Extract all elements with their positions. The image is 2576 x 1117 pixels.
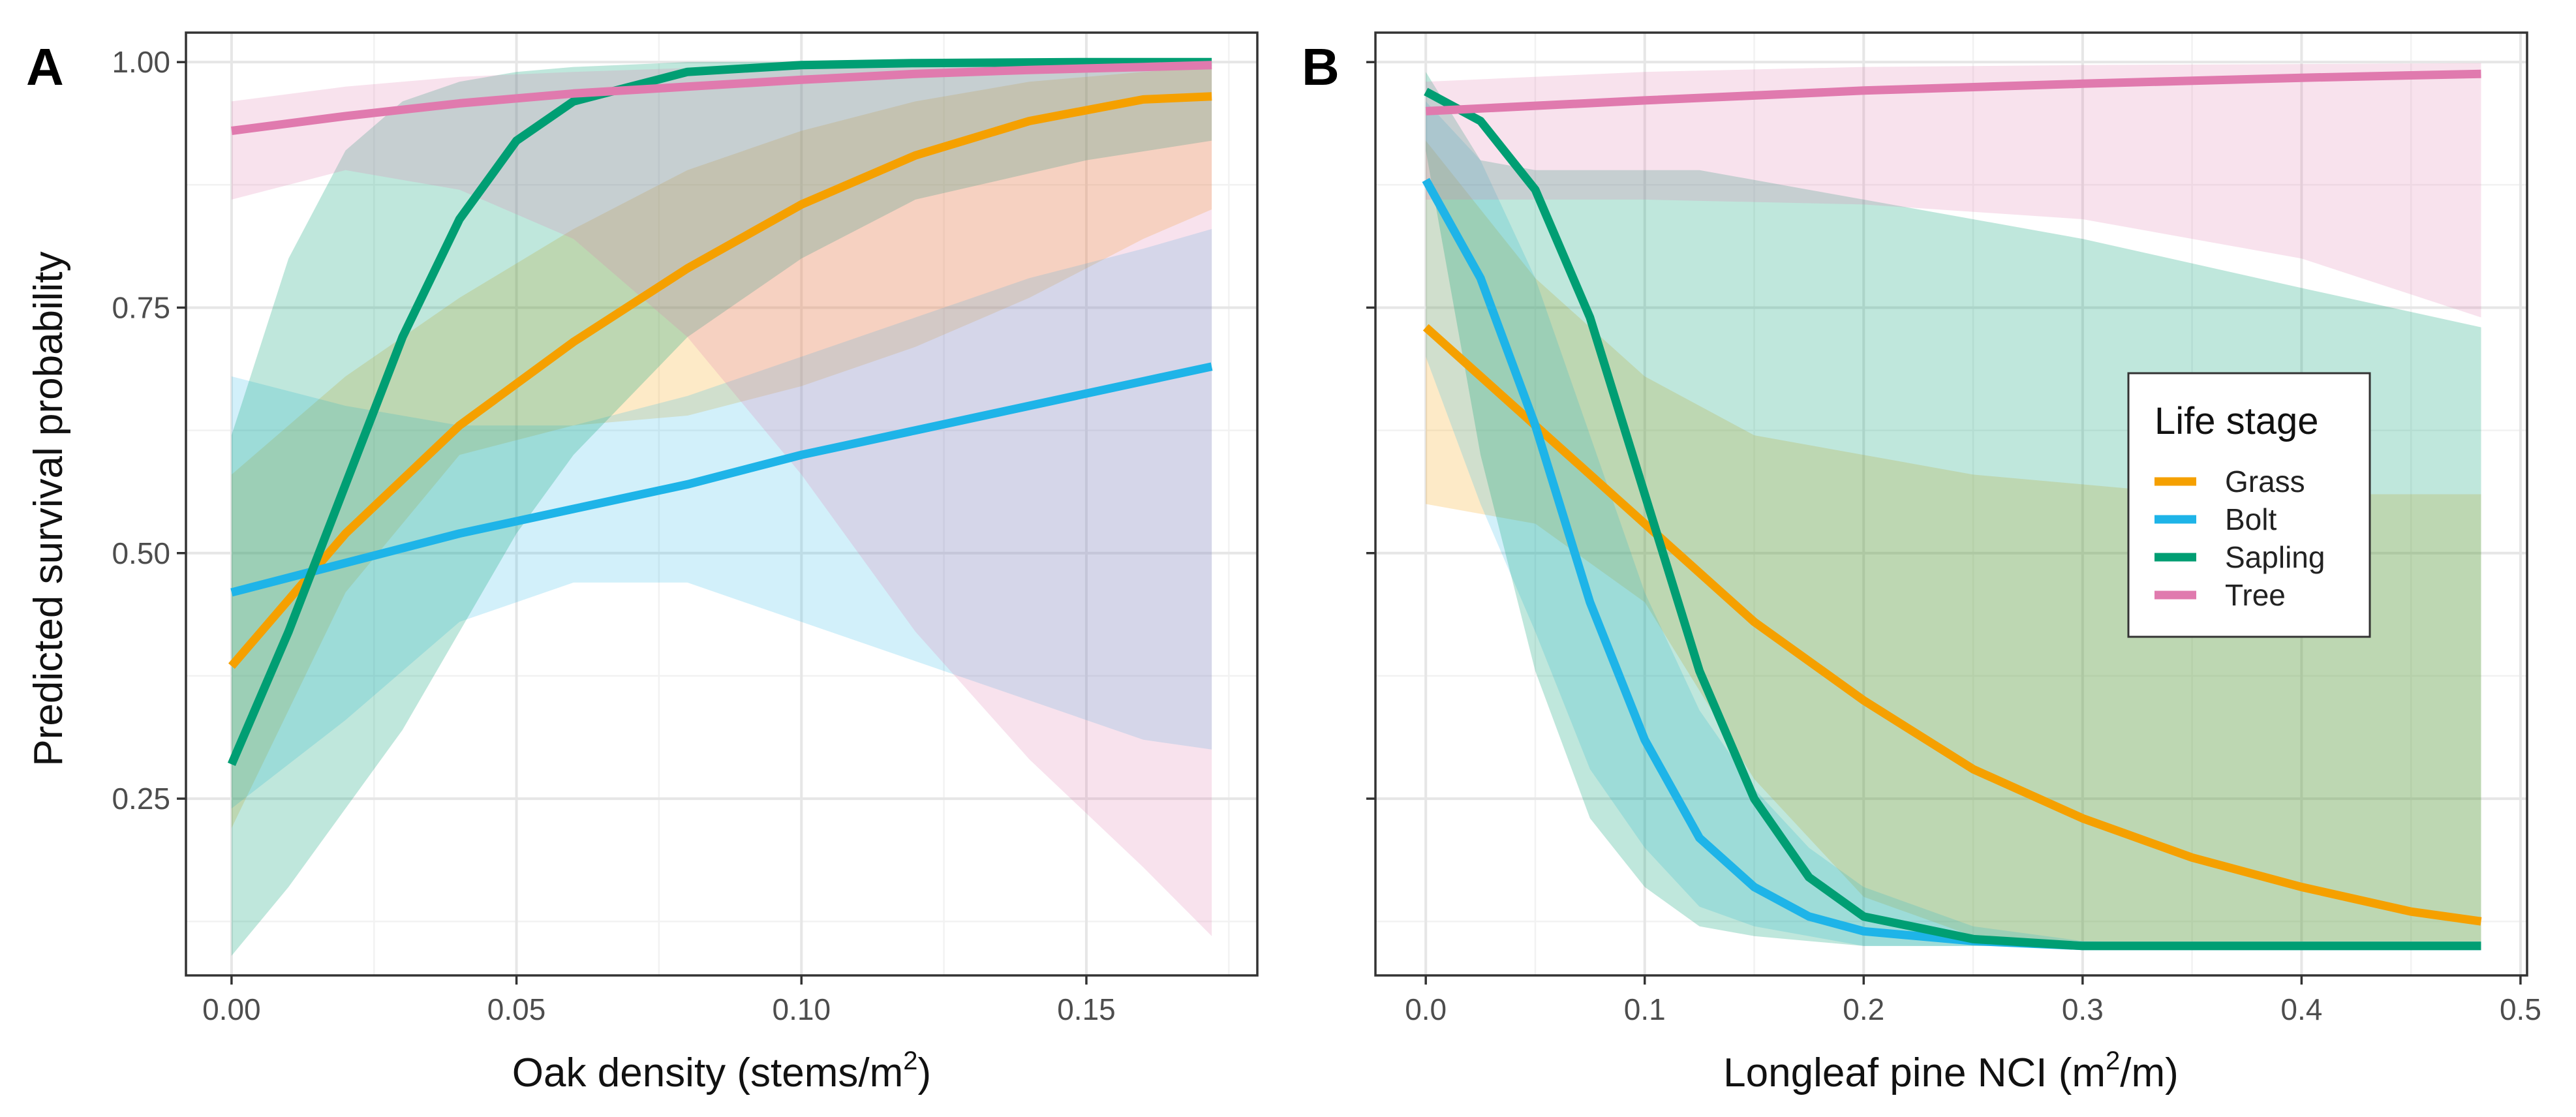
ci-band-grass [1426,140,2481,946]
legend-label-bolt: Bolt [2225,502,2277,536]
curve-grass [1422,324,2482,926]
panel-a-bands [231,62,1212,956]
legend-entries: Grass Bolt Sapling Tree [2154,465,2325,612]
legend: Life stage Grass Bolt Sapling Tree [2127,372,2371,638]
x-tick-label: 0.10 [773,992,831,1026]
panel-b: 0.0 0.1 0.2 0.3 0.4 0.5 B Longleaf pine NCI (… [1302,31,2541,1095]
legend-label-tree: Tree [2225,578,2286,612]
panel-a-y-axis-title: Predicted survival probability [26,251,71,766]
curve-tree [1425,69,2481,115]
curve-tree [231,61,1212,135]
panel-b-curves [1422,69,2482,951]
y-tick-label: 0.50 [112,536,170,570]
ci-band-tree [231,62,1212,936]
curve-bolt [230,362,1213,597]
x-tick-label: 0.1 [1624,992,1666,1026]
y-tick-label: 1.00 [112,45,170,79]
panel-b-label: B [1302,38,1340,96]
panel-a-curves [227,57,1213,766]
legend-title: Life stage [2154,400,2319,442]
panel-b-grid [1375,33,2527,975]
ci-band-bolt [1426,101,2481,946]
x-tick-label: 0.0 [1405,992,1447,1026]
panel-b-ticks: 0.0 0.1 0.2 0.3 0.4 0.5 [1366,61,2541,1026]
panel-a-grid [186,33,1257,975]
panel-b-border [1374,31,2528,977]
curve-sapling [1424,87,2481,951]
legend-label-sapling: Sapling [2225,540,2325,574]
ci-band-tree [1426,63,2481,318]
panel-a: 0.00 0.05 0.10 0.15 0.25 0.50 0.75 1.00 A Oak d… [26,31,1259,1095]
x-tick-label: 0.2 [1843,992,1884,1026]
x-tick-label: 0.4 [2280,992,2322,1026]
panel-a-x-axis-title: Oak density (stems/m2) [512,1047,931,1095]
ci-band-sapling [231,62,1212,956]
panel-b-x-axis-title: Longleaf pine NCI (m2/m) [1723,1047,2179,1095]
y-tick-label: 0.25 [112,782,170,816]
ci-band-bolt [231,229,1212,809]
x-tick-label: 0.5 [2500,992,2541,1026]
panel-a-border [185,31,1259,977]
x-tick-label: 0.00 [202,992,261,1026]
panel-a-label: A [26,38,64,96]
ci-band-grass [231,67,1212,829]
panel-a-background [186,33,1257,975]
legend-label-grass: Grass [2225,465,2305,498]
panel-b-bands [1426,63,2481,946]
curve-sapling [227,57,1212,766]
x-tick-label: 0.3 [2062,992,2104,1026]
x-tick-label: 0.15 [1057,992,1116,1026]
panel-a-ticks: 0.00 0.05 0.10 0.15 0.25 0.50 0.75 1.00 [112,45,1115,1026]
x-tick-label: 0.05 [487,992,546,1026]
y-tick-label: 0.75 [112,290,170,324]
curve-grass [228,92,1212,669]
ci-band-sapling [1426,72,2481,946]
